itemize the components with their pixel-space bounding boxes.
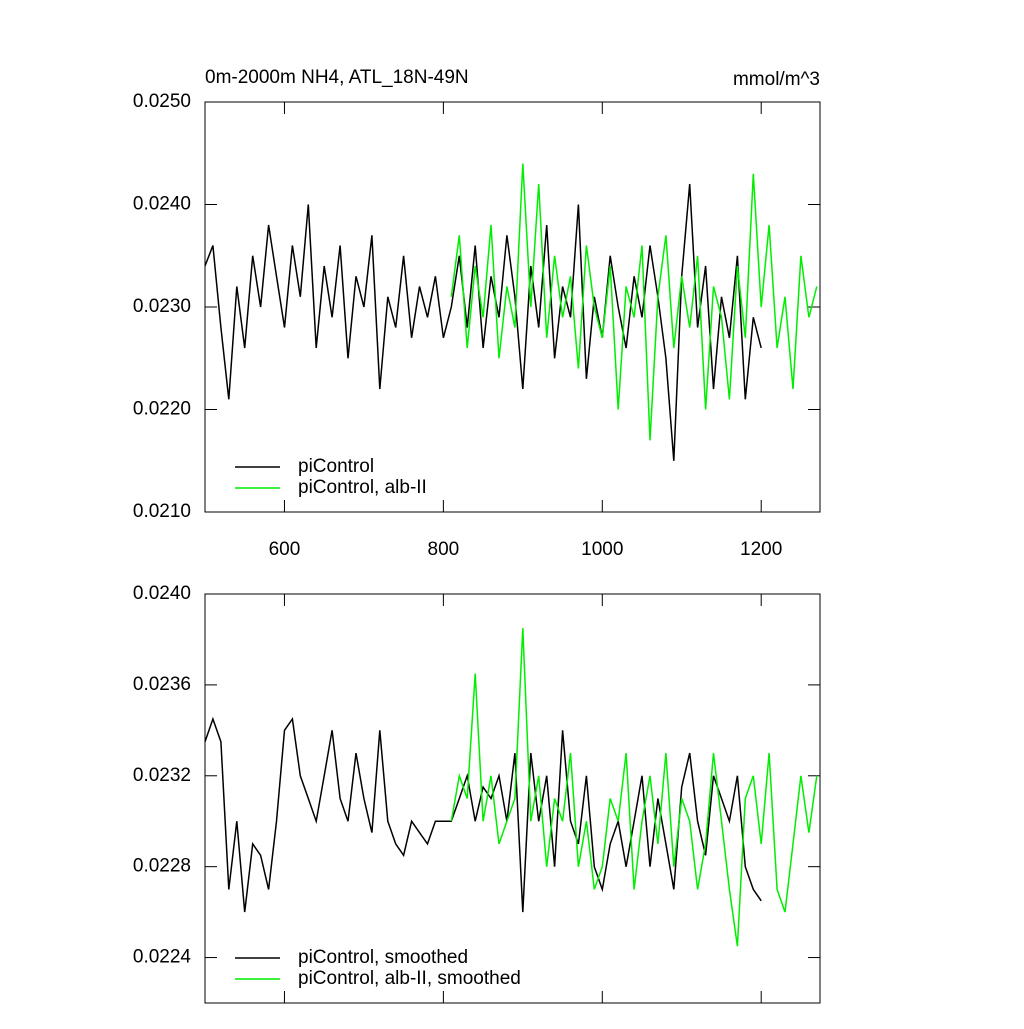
y-tick-label: 0.0224 bbox=[133, 947, 192, 968]
y-tick-label: 0.0240 bbox=[133, 583, 191, 604]
y-tick-label: 0.0236 bbox=[133, 674, 191, 695]
series-line bbox=[450, 628, 818, 947]
x-tick-label: 800 bbox=[428, 539, 460, 560]
chart-title: 0m-2000m NH4, ATL_18N-49N bbox=[205, 67, 469, 88]
x-tick-label: 1200 bbox=[740, 539, 782, 560]
plot-frame bbox=[204, 101, 821, 513]
y-tick-label: 0.0230 bbox=[133, 296, 191, 317]
series-line bbox=[450, 163, 818, 441]
plot-frame bbox=[204, 593, 821, 1004]
series-line bbox=[204, 716, 762, 913]
legend-label: piControl, alb-II bbox=[298, 477, 427, 498]
legend-label: piControl, smoothed bbox=[298, 947, 468, 968]
y-tick-label: 0.0220 bbox=[133, 399, 191, 420]
y-tick-label: 0.0240 bbox=[133, 194, 191, 215]
y-tick-label: 0.0228 bbox=[133, 856, 191, 877]
units-label: mmol/m^3 bbox=[733, 69, 820, 90]
legend-label: piControl bbox=[298, 456, 374, 477]
y-tick-label: 0.0210 bbox=[133, 501, 191, 522]
legend-label: piControl, alb-II, smoothed bbox=[298, 968, 521, 989]
y-tick-label: 0.0232 bbox=[133, 765, 191, 786]
y-tick-label: 0.0250 bbox=[133, 91, 191, 112]
x-tick-label: 1000 bbox=[581, 539, 623, 560]
x-tick-label: 600 bbox=[269, 539, 301, 560]
series-line bbox=[204, 183, 762, 461]
